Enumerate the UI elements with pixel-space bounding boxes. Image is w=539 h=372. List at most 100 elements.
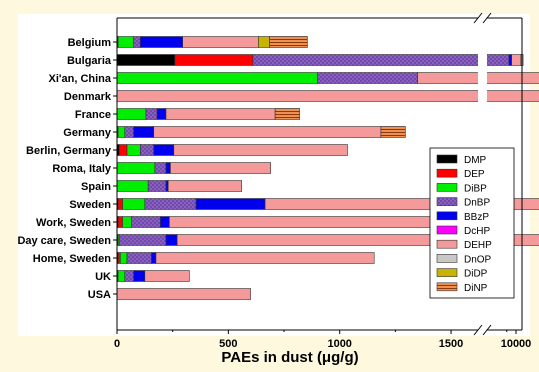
bar-sweden-dnbp (144, 198, 197, 210)
bar-berlin-germany-dep (118, 144, 128, 156)
x-tick-label-1500: 1500 (439, 338, 463, 350)
legend-swatch-dibp (436, 183, 458, 192)
bar-home-sweden-dehp (155, 252, 375, 264)
bar-day-care-sweden-dnbp (118, 234, 167, 246)
bar-denmark-dehp (116, 90, 539, 102)
legend-swatch-dnop (436, 254, 458, 263)
bar-belgium-bbzp (140, 36, 183, 48)
axis-break-mark-bottom-right (482, 324, 492, 336)
legend-swatch-bbzp (436, 211, 458, 221)
bar-germany-dnbp (124, 126, 135, 138)
bar-bulgaria-dep (174, 54, 254, 66)
legend: DMP DEP DiBP DnBP BBzP DcHP DEHP DnOP DiDP DiNP (429, 147, 515, 299)
y-tick-label-uk: UK (95, 271, 111, 283)
bar-spain-dehp (167, 180, 243, 192)
x-tick-label-500: 500 (219, 338, 237, 350)
axis-break-mark-bottom-left (473, 324, 483, 336)
axis-break-mark-top-left (473, 12, 483, 24)
bar-france-dinp (274, 108, 300, 120)
bar-home-sweden-dep (117, 252, 121, 264)
legend-swatch-dchp (436, 225, 458, 235)
y-tick-label-sweden: Sweden (69, 199, 111, 211)
bar-xi-an-china-dibp (116, 72, 318, 84)
bar-work-sweden-dep (117, 216, 123, 228)
bar-day-care-sweden-dehp (176, 234, 539, 246)
bar-belgium-dibp (117, 36, 135, 48)
y-tick-label-work-sweden: Work, Sweden (36, 217, 111, 229)
bar-roma-italy-bbzp (165, 162, 171, 174)
bar-sweden-dibp (122, 198, 146, 210)
bar-work-sweden-dnbp (131, 216, 161, 228)
legend-label-bbzp: BBzP (464, 212, 489, 223)
legend-label-dehp: DEHP (464, 240, 492, 251)
bar-bulgaria-dehp (511, 54, 522, 66)
bar-germany-dibp (117, 126, 126, 138)
legend-label-dchp: DcHP (464, 226, 490, 237)
bar-bulgaria-dnbp (252, 54, 510, 66)
bar-roma-italy-dehp (170, 162, 271, 174)
bar-belgium-dehp (182, 36, 259, 48)
x-tick-label-0: 0 (114, 338, 120, 350)
bar-france-bbzp (156, 108, 167, 120)
bar-france-dibp (116, 108, 147, 120)
bar-sweden-bbzp (195, 198, 266, 210)
bar-bulgaria-dmp (116, 54, 176, 66)
y-tick-label-denmark: Denmark (64, 91, 112, 103)
bar-berlin-germany-dibp (126, 144, 141, 156)
bar-sweden-dehp (264, 198, 539, 210)
bar-home-sweden-bbzp (151, 252, 157, 264)
legend-label-dinp: DiNP (464, 283, 488, 294)
y-tick-label-germany: Germany (63, 127, 112, 139)
bar-spain-bbzp (165, 180, 169, 192)
bar-roma-italy-dibp (116, 162, 156, 174)
bar-uk-dibp (117, 270, 126, 282)
legend-swatch-dinp (436, 282, 458, 292)
bar-usa-dehp (116, 288, 251, 300)
bar-spain-dnbp (147, 180, 167, 192)
bar-home-sweden-dibp (120, 252, 128, 264)
legend-swatch-dmp (436, 154, 458, 164)
legend-label-dmp: DMP (464, 155, 487, 166)
bar-day-care-sweden-bbzp (165, 234, 178, 246)
bar-germany-dinp (380, 126, 406, 138)
bar-roma-italy-dnbp (154, 162, 167, 174)
bar-sweden-dep (117, 198, 123, 210)
legend-label-dep: DEP (464, 169, 485, 180)
y-tick-label-roma-italy: Roma, Italy (52, 163, 112, 175)
bar-berlin-germany-dehp (173, 144, 348, 156)
x-tick-label-1000: 1000 (327, 338, 351, 350)
bar-germany-bbzp (133, 126, 155, 138)
y-tick-label-usa: USA (88, 289, 111, 301)
y-tick-label-home-sweden: Home, Sweden (33, 253, 112, 265)
bar-france-dehp (165, 108, 276, 120)
bar-belgium-dinp (269, 36, 308, 48)
bar-belgium-dnbp (133, 36, 141, 48)
y-tick-label-belgium: Belgium (68, 37, 112, 49)
legend-swatch-dehp (436, 239, 458, 249)
bar-work-sweden-dibp (122, 216, 132, 228)
x-axis-label: PAEs in dust (μg/g) (221, 349, 358, 366)
legend-label-dnbp: DnBP (464, 198, 490, 209)
bar-berlin-germany-dnbp (140, 144, 155, 156)
y-tick-label-bulgaria: Bulgaria (67, 55, 112, 67)
legend-label-didp: DiDP (464, 269, 488, 280)
legend-swatch-dep (436, 168, 458, 178)
legend-label-dibp: DiBP (464, 183, 487, 194)
bars-layer (116, 36, 539, 300)
legend-swatch-didp (436, 268, 458, 277)
bar-berlin-germany-bbzp (153, 144, 175, 156)
y-tick-label-day-care-sweden: Day care, Sweden (17, 235, 111, 247)
x-tick-label-10000: 10000 (501, 338, 532, 350)
bar-xi-an-china-dnbp (317, 72, 418, 84)
legend-swatch-dnbp (436, 197, 458, 206)
bar-uk-dnbp (124, 270, 135, 282)
y-tick-label-berlin-germany: Berlin, Germany (26, 145, 112, 157)
y-tick-label-spain: Spain (81, 181, 111, 193)
y-tick-label-france: France (75, 109, 111, 121)
bar-uk-bbzp (133, 270, 146, 282)
y-tick-label-xi-an-china: Xi'an, China (48, 73, 111, 85)
bar-bulgaria-bbzp (508, 54, 512, 66)
bar-uk-dehp (144, 270, 190, 282)
